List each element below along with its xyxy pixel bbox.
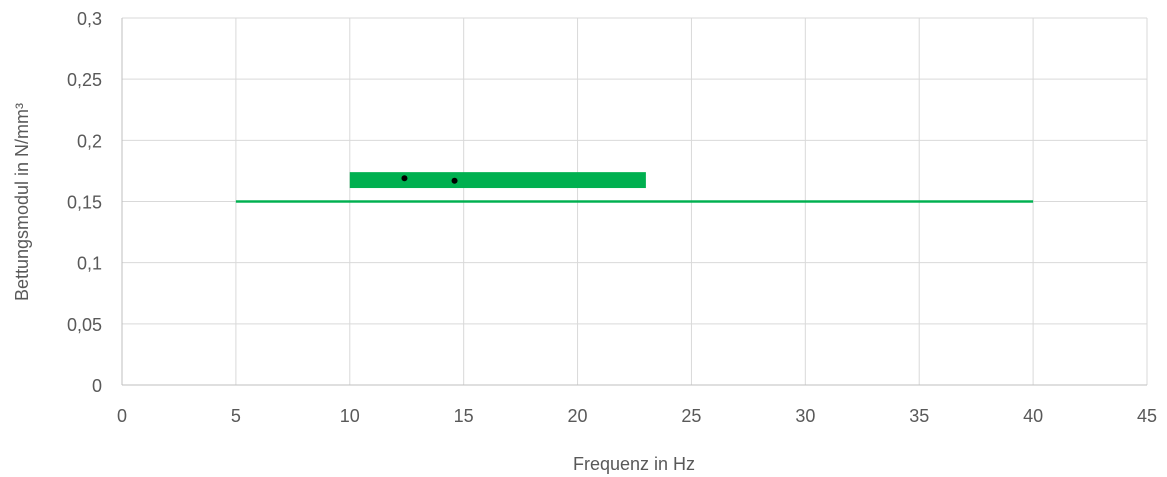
x-tick-label-8: 40 — [1023, 406, 1043, 426]
x-tick-label-4: 20 — [568, 406, 588, 426]
x-tick-label-6: 30 — [795, 406, 815, 426]
x-tick-label-3: 15 — [454, 406, 474, 426]
y-tick-label-4: 0,2 — [77, 131, 102, 151]
y-axis-title: Bettungsmodul in N/mm³ — [12, 103, 32, 301]
y-tick-label-1: 0,05 — [67, 315, 102, 335]
tick-labels: 0 0,05 0,1 0,15 0,2 0,25 0,3 0 5 10 15 20 25 30 35 40 45 — [67, 9, 1157, 426]
range-band-1 — [349, 172, 646, 189]
data-point-1 — [451, 177, 458, 184]
x-axis-title: Frequenz in Hz — [573, 454, 695, 474]
y-tick-label-2: 0,1 — [77, 254, 102, 274]
range-band-0 — [235, 200, 1034, 203]
x-tick-label-7: 35 — [909, 406, 929, 426]
axes — [121, 18, 1147, 386]
y-tick-label-6: 0,3 — [77, 9, 102, 29]
x-tick-label-1: 5 — [231, 406, 241, 426]
x-tick-label-0: 0 — [117, 406, 127, 426]
x-tick-label-5: 25 — [681, 406, 701, 426]
data-point-0 — [401, 175, 408, 182]
y-tick-label-0: 0 — [92, 376, 102, 396]
chart-marks — [235, 172, 1034, 203]
y-tick-label-5: 0,25 — [67, 70, 102, 90]
x-tick-label-2: 10 — [340, 406, 360, 426]
y-tick-label-3: 0,15 — [67, 193, 102, 213]
x-tick-label-9: 45 — [1137, 406, 1157, 426]
